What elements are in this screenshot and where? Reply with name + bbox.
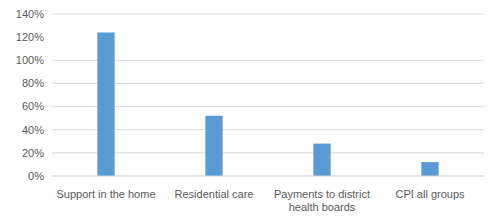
svg-text:100%: 100% [16,54,44,66]
svg-text:Support in the home: Support in the home [56,188,155,200]
svg-text:40%: 40% [22,124,44,136]
svg-text:20%: 20% [22,147,44,159]
svg-text:Payments to districthealth boa: Payments to districthealth boards [274,188,370,212]
svg-text:Residential care: Residential care [175,188,254,200]
svg-text:60%: 60% [22,100,44,112]
svg-text:140%: 140% [16,8,44,20]
svg-text:120%: 120% [16,31,44,43]
svg-text:0%: 0% [28,170,44,182]
svg-text:80%: 80% [22,77,44,89]
svg-text:CPI all groups: CPI all groups [395,188,465,200]
